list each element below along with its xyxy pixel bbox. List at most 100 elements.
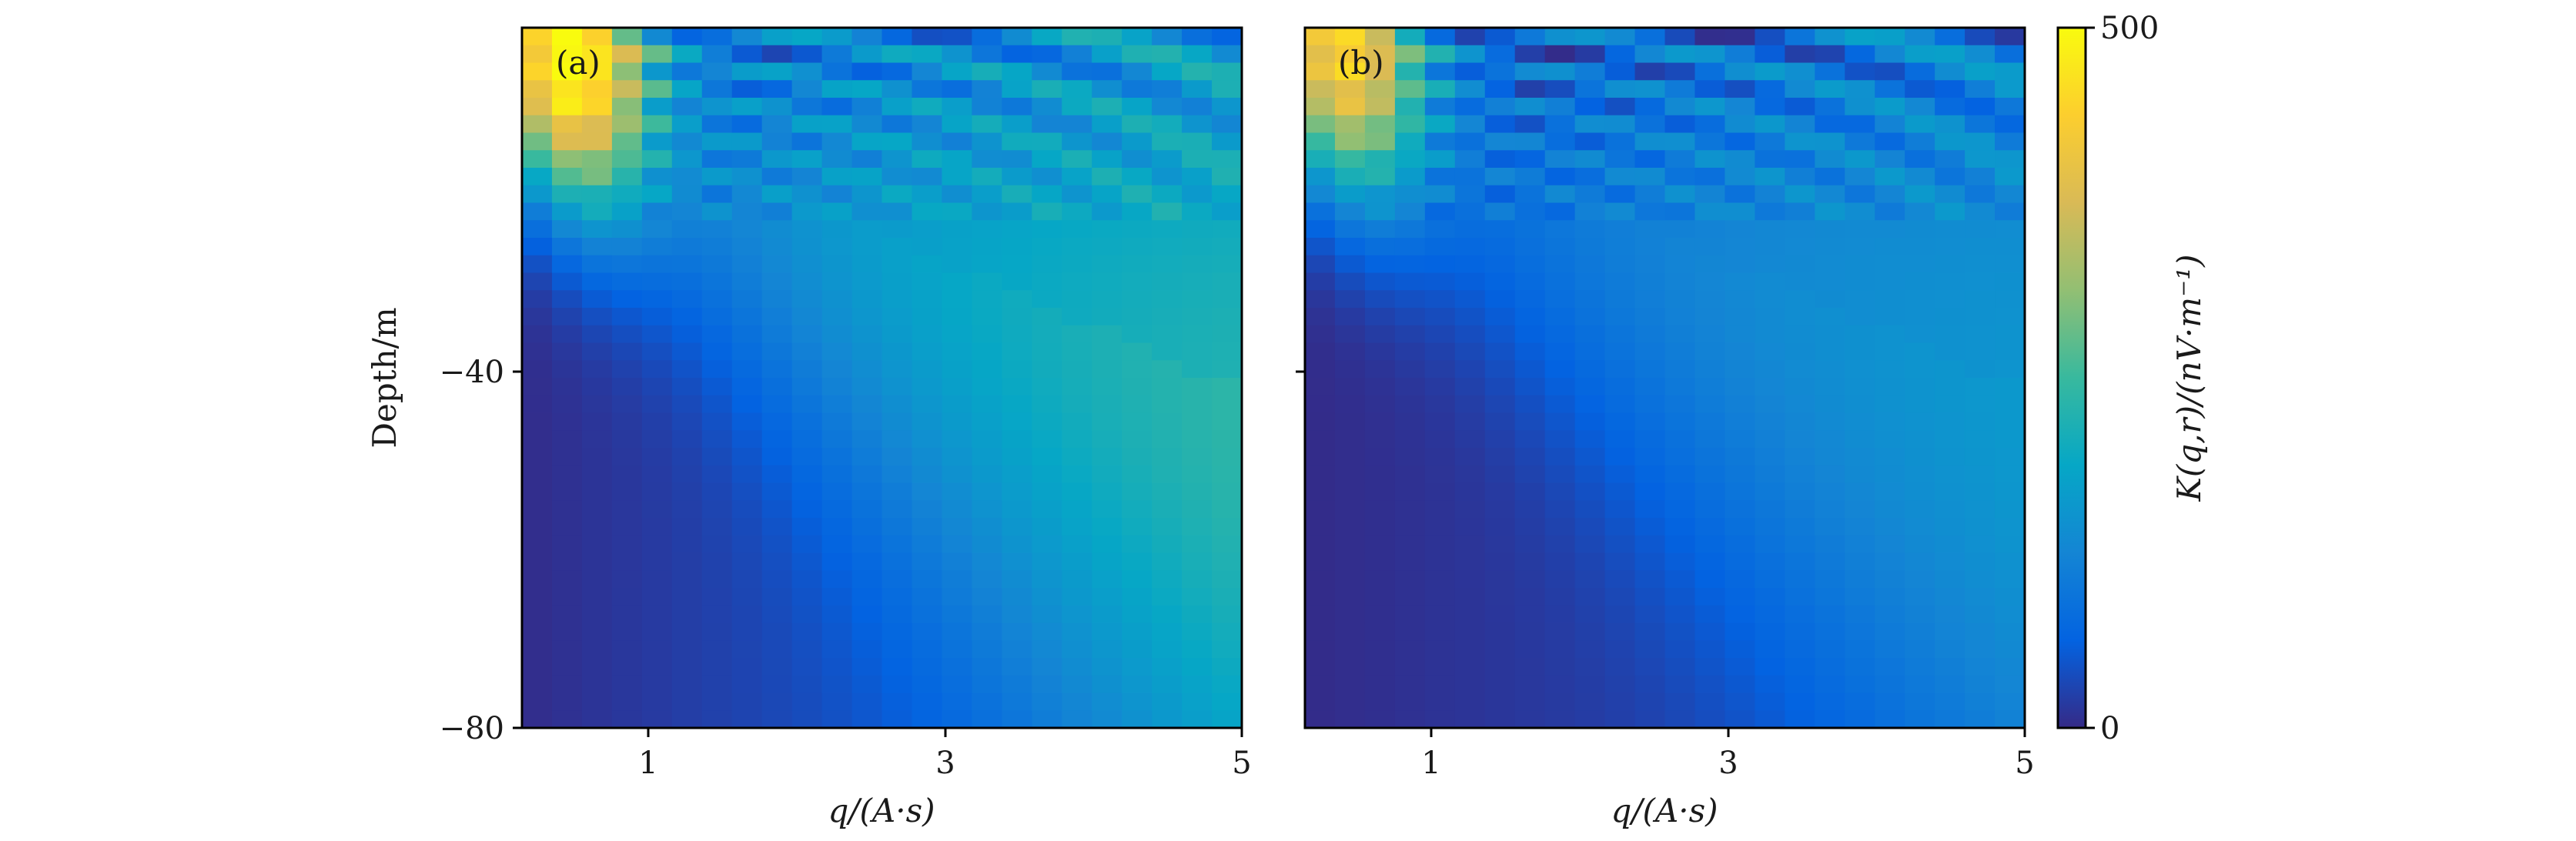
- heatmap-cell-a: [1062, 500, 1092, 519]
- heatmap-cell-b: [1305, 98, 1336, 116]
- heatmap-cell-b: [1995, 62, 2026, 81]
- heatmap-cell-a: [1002, 640, 1032, 659]
- heatmap-cell-b: [1905, 308, 1935, 326]
- heatmap-cell-a: [821, 185, 853, 204]
- heatmap-cell-a: [701, 692, 733, 711]
- heatmap-cell-a: [671, 360, 703, 379]
- heatmap-cell-a: [821, 430, 853, 449]
- heatmap-cell-b: [1725, 325, 1755, 344]
- heatmap-cell-b: [1394, 150, 1426, 169]
- heatmap-cell-a: [1122, 535, 1153, 554]
- heatmap-cell-b: [1785, 430, 1815, 449]
- heatmap-cell-a: [731, 605, 763, 624]
- heatmap-cell-b: [1484, 378, 1516, 396]
- heatmap-cell-a: [912, 622, 943, 641]
- heatmap-cell-b: [1815, 622, 1845, 641]
- heatmap-cell-b: [1664, 448, 1696, 466]
- heatmap-cell-a: [551, 552, 583, 571]
- heatmap-cell-a: [882, 342, 913, 361]
- heatmap-cell-b: [1634, 150, 1666, 169]
- heatmap-cell-b: [1905, 622, 1935, 641]
- heatmap-cell-b: [1694, 150, 1726, 169]
- heatmap-cell-a: [912, 115, 943, 134]
- heatmap-cell-b: [1694, 622, 1726, 641]
- heatmap-cell-a: [731, 168, 763, 186]
- heatmap-cell-a: [851, 640, 883, 659]
- heatmap-cell-b: [1905, 395, 1935, 414]
- heatmap-cell-a: [851, 272, 883, 291]
- heatmap-cell-a: [821, 710, 853, 729]
- heatmap-cell-a: [611, 185, 643, 204]
- heatmap-cell-b: [1454, 255, 1486, 274]
- heatmap-cell-a: [611, 412, 643, 431]
- heatmap-cell-b: [1905, 202, 1935, 221]
- heatmap-cell-b: [1574, 482, 1606, 501]
- heatmap-cell-b: [1845, 342, 1875, 361]
- heatmap-cell-a: [942, 500, 972, 519]
- heatmap-cell-b: [1305, 308, 1336, 326]
- heatmap-cell-b: [1995, 185, 2026, 204]
- heatmap-cell-a: [942, 605, 972, 624]
- heatmap-cell-a: [551, 658, 583, 676]
- heatmap-cell-a: [1122, 692, 1153, 711]
- heatmap-cell-b: [1604, 342, 1636, 361]
- heatmap-cell-a: [942, 675, 972, 694]
- heatmap-cell-a: [701, 115, 733, 134]
- heatmap-cell-a: [611, 482, 643, 501]
- heatmap-cell-a: [821, 255, 853, 274]
- heatmap-cell-a: [1182, 220, 1213, 239]
- heatmap-cell-a: [821, 28, 853, 46]
- heatmap-cell-a: [1002, 360, 1032, 379]
- heatmap-cell-b: [1965, 290, 1996, 309]
- heatmap-cell-a: [1092, 202, 1122, 221]
- heatmap-cell-b: [1424, 342, 1456, 361]
- heatmap-cell-a: [1062, 342, 1092, 361]
- heatmap-cell-b: [1394, 482, 1426, 501]
- heatmap-cell-b: [1905, 45, 1935, 64]
- heatmap-cell-b: [1484, 255, 1516, 274]
- heatmap-cell-a: [942, 448, 972, 466]
- heatmap-cell-b: [1845, 588, 1875, 606]
- heatmap-cell-b: [1424, 220, 1456, 239]
- heatmap-cell-b: [1694, 132, 1726, 151]
- heatmap-cell-a: [551, 430, 583, 449]
- heatmap-cell-b: [1725, 692, 1755, 711]
- heatmap-cell-b: [1875, 640, 1905, 659]
- heatmap-cell-b: [1905, 150, 1935, 169]
- heatmap-cell-b: [1334, 62, 1366, 81]
- heatmap-cell-b: [1484, 62, 1516, 81]
- heatmap-cell-b: [1634, 290, 1666, 309]
- heatmap-cell-b: [1604, 640, 1636, 659]
- heatmap-cell-a: [611, 115, 643, 134]
- heatmap-cell-a: [731, 150, 763, 169]
- heatmap-cell-b: [1995, 202, 2026, 221]
- heatmap-cell-b: [1965, 482, 1996, 501]
- heatmap-cell-a: [671, 220, 703, 239]
- heatmap-cell-a: [611, 45, 643, 64]
- heatmap-cell-b: [1454, 98, 1486, 116]
- heatmap-cell-b: [1845, 658, 1875, 676]
- heatmap-cell-a: [581, 238, 613, 256]
- heatmap-cell-a: [972, 272, 1002, 291]
- heatmap-cell-a: [1032, 45, 1062, 64]
- heatmap-cell-a: [942, 465, 972, 484]
- heatmap-cell-b: [1875, 168, 1905, 186]
- heatmap-cell-a: [1182, 325, 1213, 344]
- heatmap-cell-a: [1032, 360, 1062, 379]
- heatmap-cell-a: [1092, 535, 1122, 554]
- heatmap-cell-b: [1875, 360, 1905, 379]
- heatmap-cell-b: [1664, 378, 1696, 396]
- heatmap-cell-a: [641, 342, 673, 361]
- heatmap-cell-a: [641, 290, 673, 309]
- heatmap-cell-b: [1755, 430, 1785, 449]
- heatmap-cell-a: [731, 28, 763, 46]
- heatmap-cell-a: [1062, 325, 1092, 344]
- heatmap-cell-b: [1785, 570, 1815, 589]
- heatmap-cell-b: [1394, 640, 1426, 659]
- heatmap-cell-a: [942, 482, 972, 501]
- heatmap-cell-b: [1394, 378, 1426, 396]
- heatmap-cell-b: [1604, 412, 1636, 431]
- heatmap-cell-b: [1935, 238, 1965, 256]
- heatmap-cell-a: [581, 570, 613, 589]
- heatmap-cell-a: [912, 465, 943, 484]
